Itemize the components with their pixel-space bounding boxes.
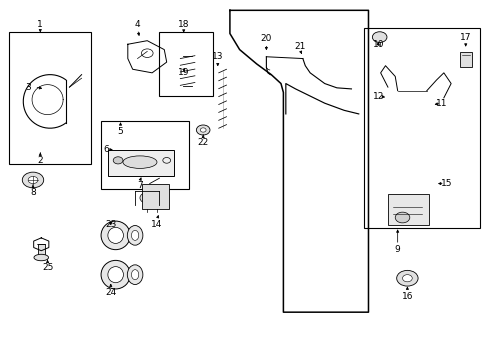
Text: 8: 8 bbox=[30, 188, 36, 197]
Text: 9: 9 bbox=[394, 245, 400, 254]
Text: 7: 7 bbox=[137, 181, 142, 190]
Circle shape bbox=[200, 128, 205, 132]
Text: 14: 14 bbox=[151, 220, 163, 229]
Ellipse shape bbox=[108, 227, 123, 243]
Bar bbox=[9, 32, 91, 164]
Circle shape bbox=[402, 275, 411, 282]
Circle shape bbox=[140, 193, 154, 203]
Text: 5: 5 bbox=[118, 127, 123, 136]
Ellipse shape bbox=[131, 270, 139, 280]
Bar bbox=[459, 53, 470, 67]
Text: 25: 25 bbox=[42, 263, 53, 272]
Bar bbox=[38, 244, 44, 257]
Ellipse shape bbox=[122, 156, 157, 168]
Ellipse shape bbox=[131, 230, 139, 240]
Text: 3: 3 bbox=[25, 83, 31, 92]
Circle shape bbox=[28, 176, 38, 184]
Circle shape bbox=[394, 212, 409, 223]
Circle shape bbox=[113, 157, 122, 164]
Text: 19: 19 bbox=[178, 68, 189, 77]
Ellipse shape bbox=[101, 260, 130, 289]
Bar bbox=[101, 121, 188, 189]
Bar bbox=[363, 28, 479, 228]
Ellipse shape bbox=[34, 254, 48, 261]
Text: 1: 1 bbox=[38, 20, 43, 29]
Ellipse shape bbox=[127, 226, 142, 245]
Text: 10: 10 bbox=[372, 40, 383, 49]
Bar bbox=[142, 184, 169, 208]
Circle shape bbox=[22, 172, 43, 188]
Text: 21: 21 bbox=[294, 41, 305, 50]
Bar bbox=[108, 150, 174, 176]
Text: 22: 22 bbox=[197, 138, 208, 147]
Text: 16: 16 bbox=[401, 292, 412, 301]
Text: 15: 15 bbox=[440, 179, 451, 188]
Text: 11: 11 bbox=[435, 99, 446, 108]
Text: 6: 6 bbox=[103, 145, 108, 154]
Circle shape bbox=[372, 32, 386, 42]
Bar bbox=[387, 194, 428, 225]
Text: 23: 23 bbox=[105, 220, 116, 229]
Bar bbox=[159, 32, 212, 96]
Text: 4: 4 bbox=[134, 20, 140, 29]
Circle shape bbox=[396, 270, 417, 286]
Ellipse shape bbox=[127, 265, 142, 284]
Text: 17: 17 bbox=[459, 33, 470, 42]
Circle shape bbox=[196, 125, 209, 135]
Text: 18: 18 bbox=[178, 20, 189, 29]
Ellipse shape bbox=[108, 267, 123, 283]
Text: 24: 24 bbox=[105, 288, 116, 297]
Text: 2: 2 bbox=[38, 156, 43, 165]
Ellipse shape bbox=[101, 221, 130, 249]
Text: 13: 13 bbox=[212, 52, 223, 61]
Text: 20: 20 bbox=[260, 35, 271, 44]
Text: 12: 12 bbox=[372, 91, 383, 100]
